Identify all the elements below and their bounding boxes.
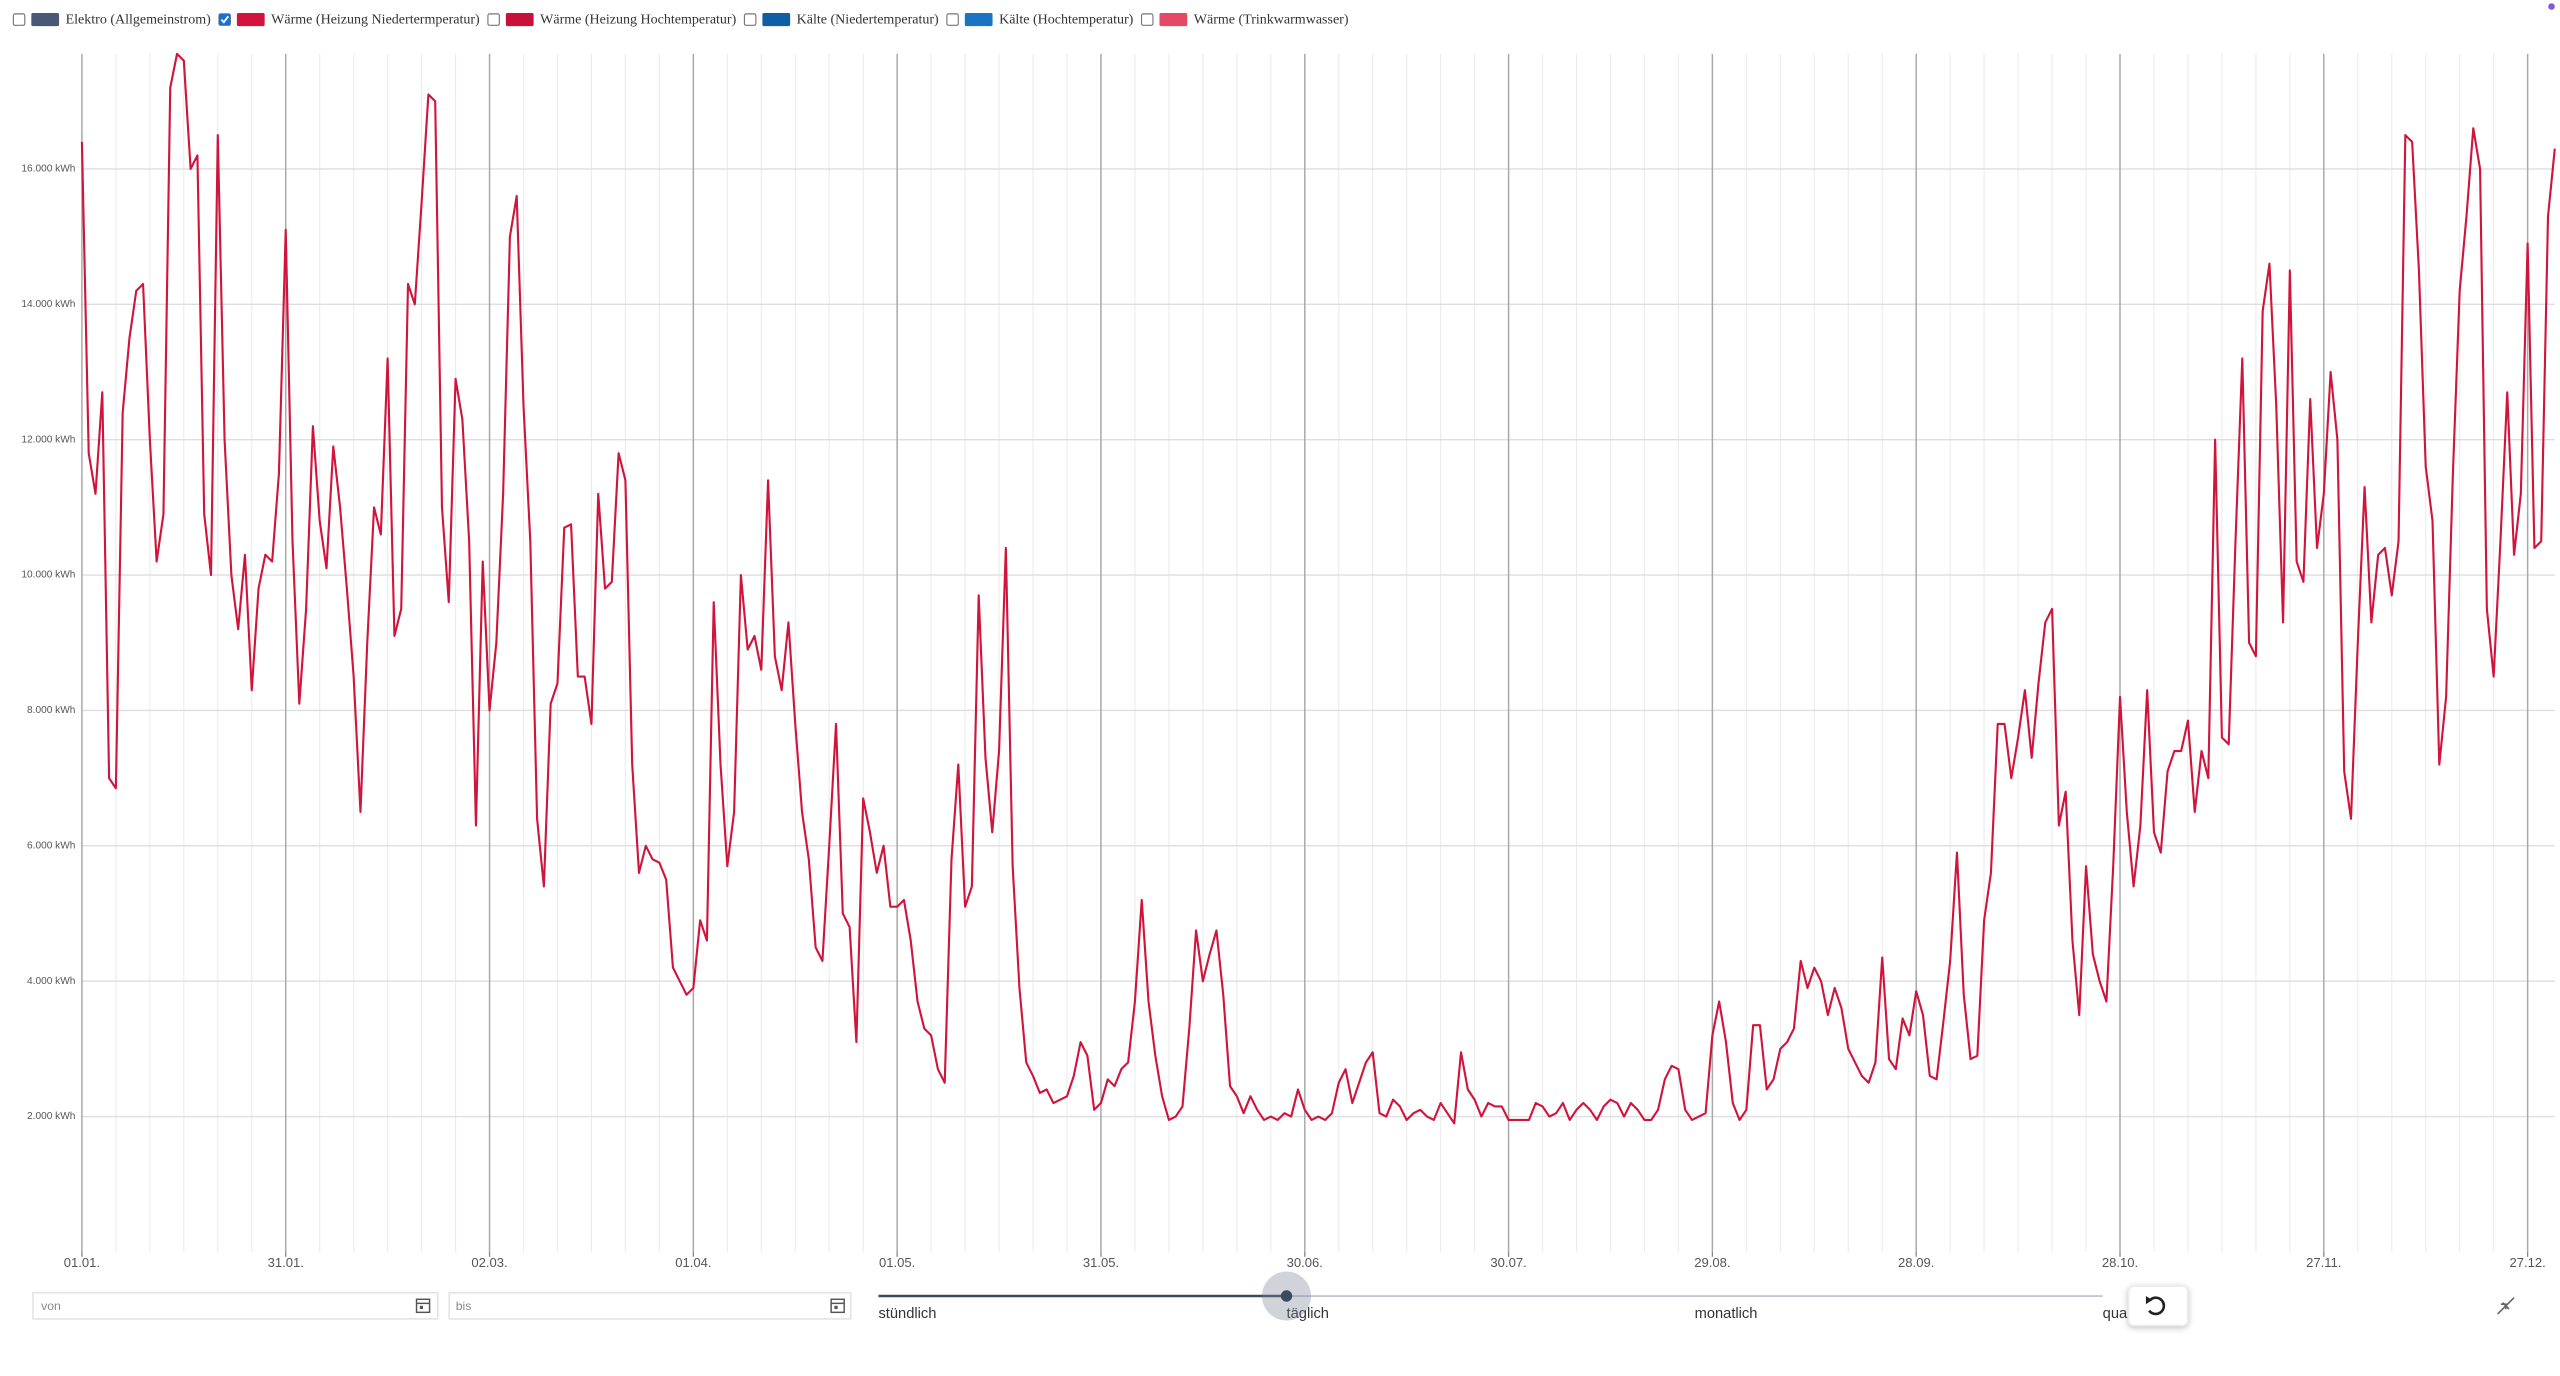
controls: von bis stündlich täglich monatlich quar bbox=[32, 1271, 2515, 1327]
slider-label[interactable]: monatlich bbox=[1695, 1306, 1758, 1322]
y-tick-label: 14.000 kWh bbox=[21, 299, 75, 310]
legend-label[interactable]: Kälte (Hochtemperatur) bbox=[999, 12, 1134, 28]
plot bbox=[80, 52, 2556, 1125]
check-mark bbox=[220, 15, 229, 24]
legend-label[interactable]: Wärme (Heizung Niedertermperatur) bbox=[271, 12, 480, 28]
x-tick-label: 01.04. bbox=[675, 1255, 711, 1270]
legend-swatch bbox=[505, 13, 534, 27]
resolution-slider[interactable]: stündlich täglich monatlich quar bbox=[878, 1271, 2133, 1322]
calendar-icon[interactable] bbox=[415, 1298, 431, 1314]
x-tick-label: 30.07. bbox=[1490, 1255, 1526, 1270]
y-tick-label: 12.000 kWh bbox=[21, 434, 75, 445]
status-dot bbox=[2548, 3, 2555, 10]
x-tick-label: 28.10. bbox=[2102, 1255, 2138, 1270]
x-tick-label: 27.12. bbox=[2509, 1255, 2545, 1270]
legend-swatch bbox=[31, 13, 60, 27]
from-input[interactable] bbox=[32, 1291, 439, 1320]
slider-knob[interactable] bbox=[1280, 1290, 1293, 1302]
y-tick-label: 6.000 kWh bbox=[27, 840, 75, 851]
legend-swatch bbox=[964, 13, 993, 27]
slider-label[interactable]: quar bbox=[2103, 1306, 2133, 1322]
legend-label[interactable]: Wärme (Trinkwarmwasser) bbox=[1194, 12, 1349, 28]
slider-label[interactable]: stündlich bbox=[878, 1306, 936, 1322]
checkbox-checked bbox=[218, 13, 231, 26]
slider-label[interactable]: täglich bbox=[1287, 1306, 1329, 1322]
legend-checkbox[interactable] bbox=[12, 13, 26, 26]
legend-label[interactable]: Kälte (Niedertemperatur) bbox=[797, 12, 939, 28]
calendar-icon[interactable] bbox=[830, 1298, 845, 1314]
x-tick-label: 01.05. bbox=[879, 1255, 915, 1270]
legend-checkbox[interactable] bbox=[487, 13, 500, 26]
legend-label[interactable]: Elektro (Allgemeinstrom) bbox=[66, 12, 212, 28]
grid: 2.000 kWh 4.000 kWh 6.000 kWh 8.000 kWh 10.0… bbox=[21, 53, 2555, 1270]
collapse-icon[interactable] bbox=[2497, 1297, 2515, 1315]
legend-swatch bbox=[1159, 13, 1188, 27]
legend-swatch bbox=[762, 13, 791, 27]
to-placeholder: bis bbox=[456, 1299, 472, 1313]
x-tick-label: 02.03. bbox=[471, 1255, 507, 1270]
y-tick-label: 10.000 kWh bbox=[21, 570, 75, 581]
legend: Elektro (Allgemeinstrom) Wärme (Heizung N… bbox=[12, 12, 1349, 28]
legend-label[interactable]: Wärme (Heizung Hochtemperatur) bbox=[540, 12, 736, 28]
from-placeholder: von bbox=[41, 1299, 61, 1313]
y-tick-label: 8.000 kWh bbox=[27, 705, 75, 716]
x-tick-label: 29.08. bbox=[1694, 1255, 1730, 1270]
x-tick-label: 28.09. bbox=[1898, 1255, 1934, 1270]
x-tick-label: 30.06. bbox=[1287, 1255, 1323, 1270]
y-tick-label: 4.000 kWh bbox=[27, 976, 75, 987]
x-tick-label: 31.01. bbox=[268, 1255, 304, 1270]
to-input[interactable] bbox=[448, 1291, 852, 1320]
x-tick-label: 31.05. bbox=[1083, 1255, 1119, 1270]
legend-swatch bbox=[236, 13, 265, 27]
x-tick-label: 01.01. bbox=[64, 1255, 100, 1270]
y-tick-label: 16.000 kWh bbox=[21, 164, 75, 175]
legend-checkbox[interactable] bbox=[1140, 13, 1154, 26]
reset-button[interactable] bbox=[2127, 1285, 2189, 1327]
series-line bbox=[80, 52, 2556, 1125]
y-tick-label: 2.000 kWh bbox=[27, 1111, 75, 1122]
x-tick-label: 27.11. bbox=[2306, 1255, 2341, 1270]
legend-checkbox[interactable] bbox=[946, 13, 959, 26]
legend-checkbox[interactable] bbox=[743, 13, 757, 26]
